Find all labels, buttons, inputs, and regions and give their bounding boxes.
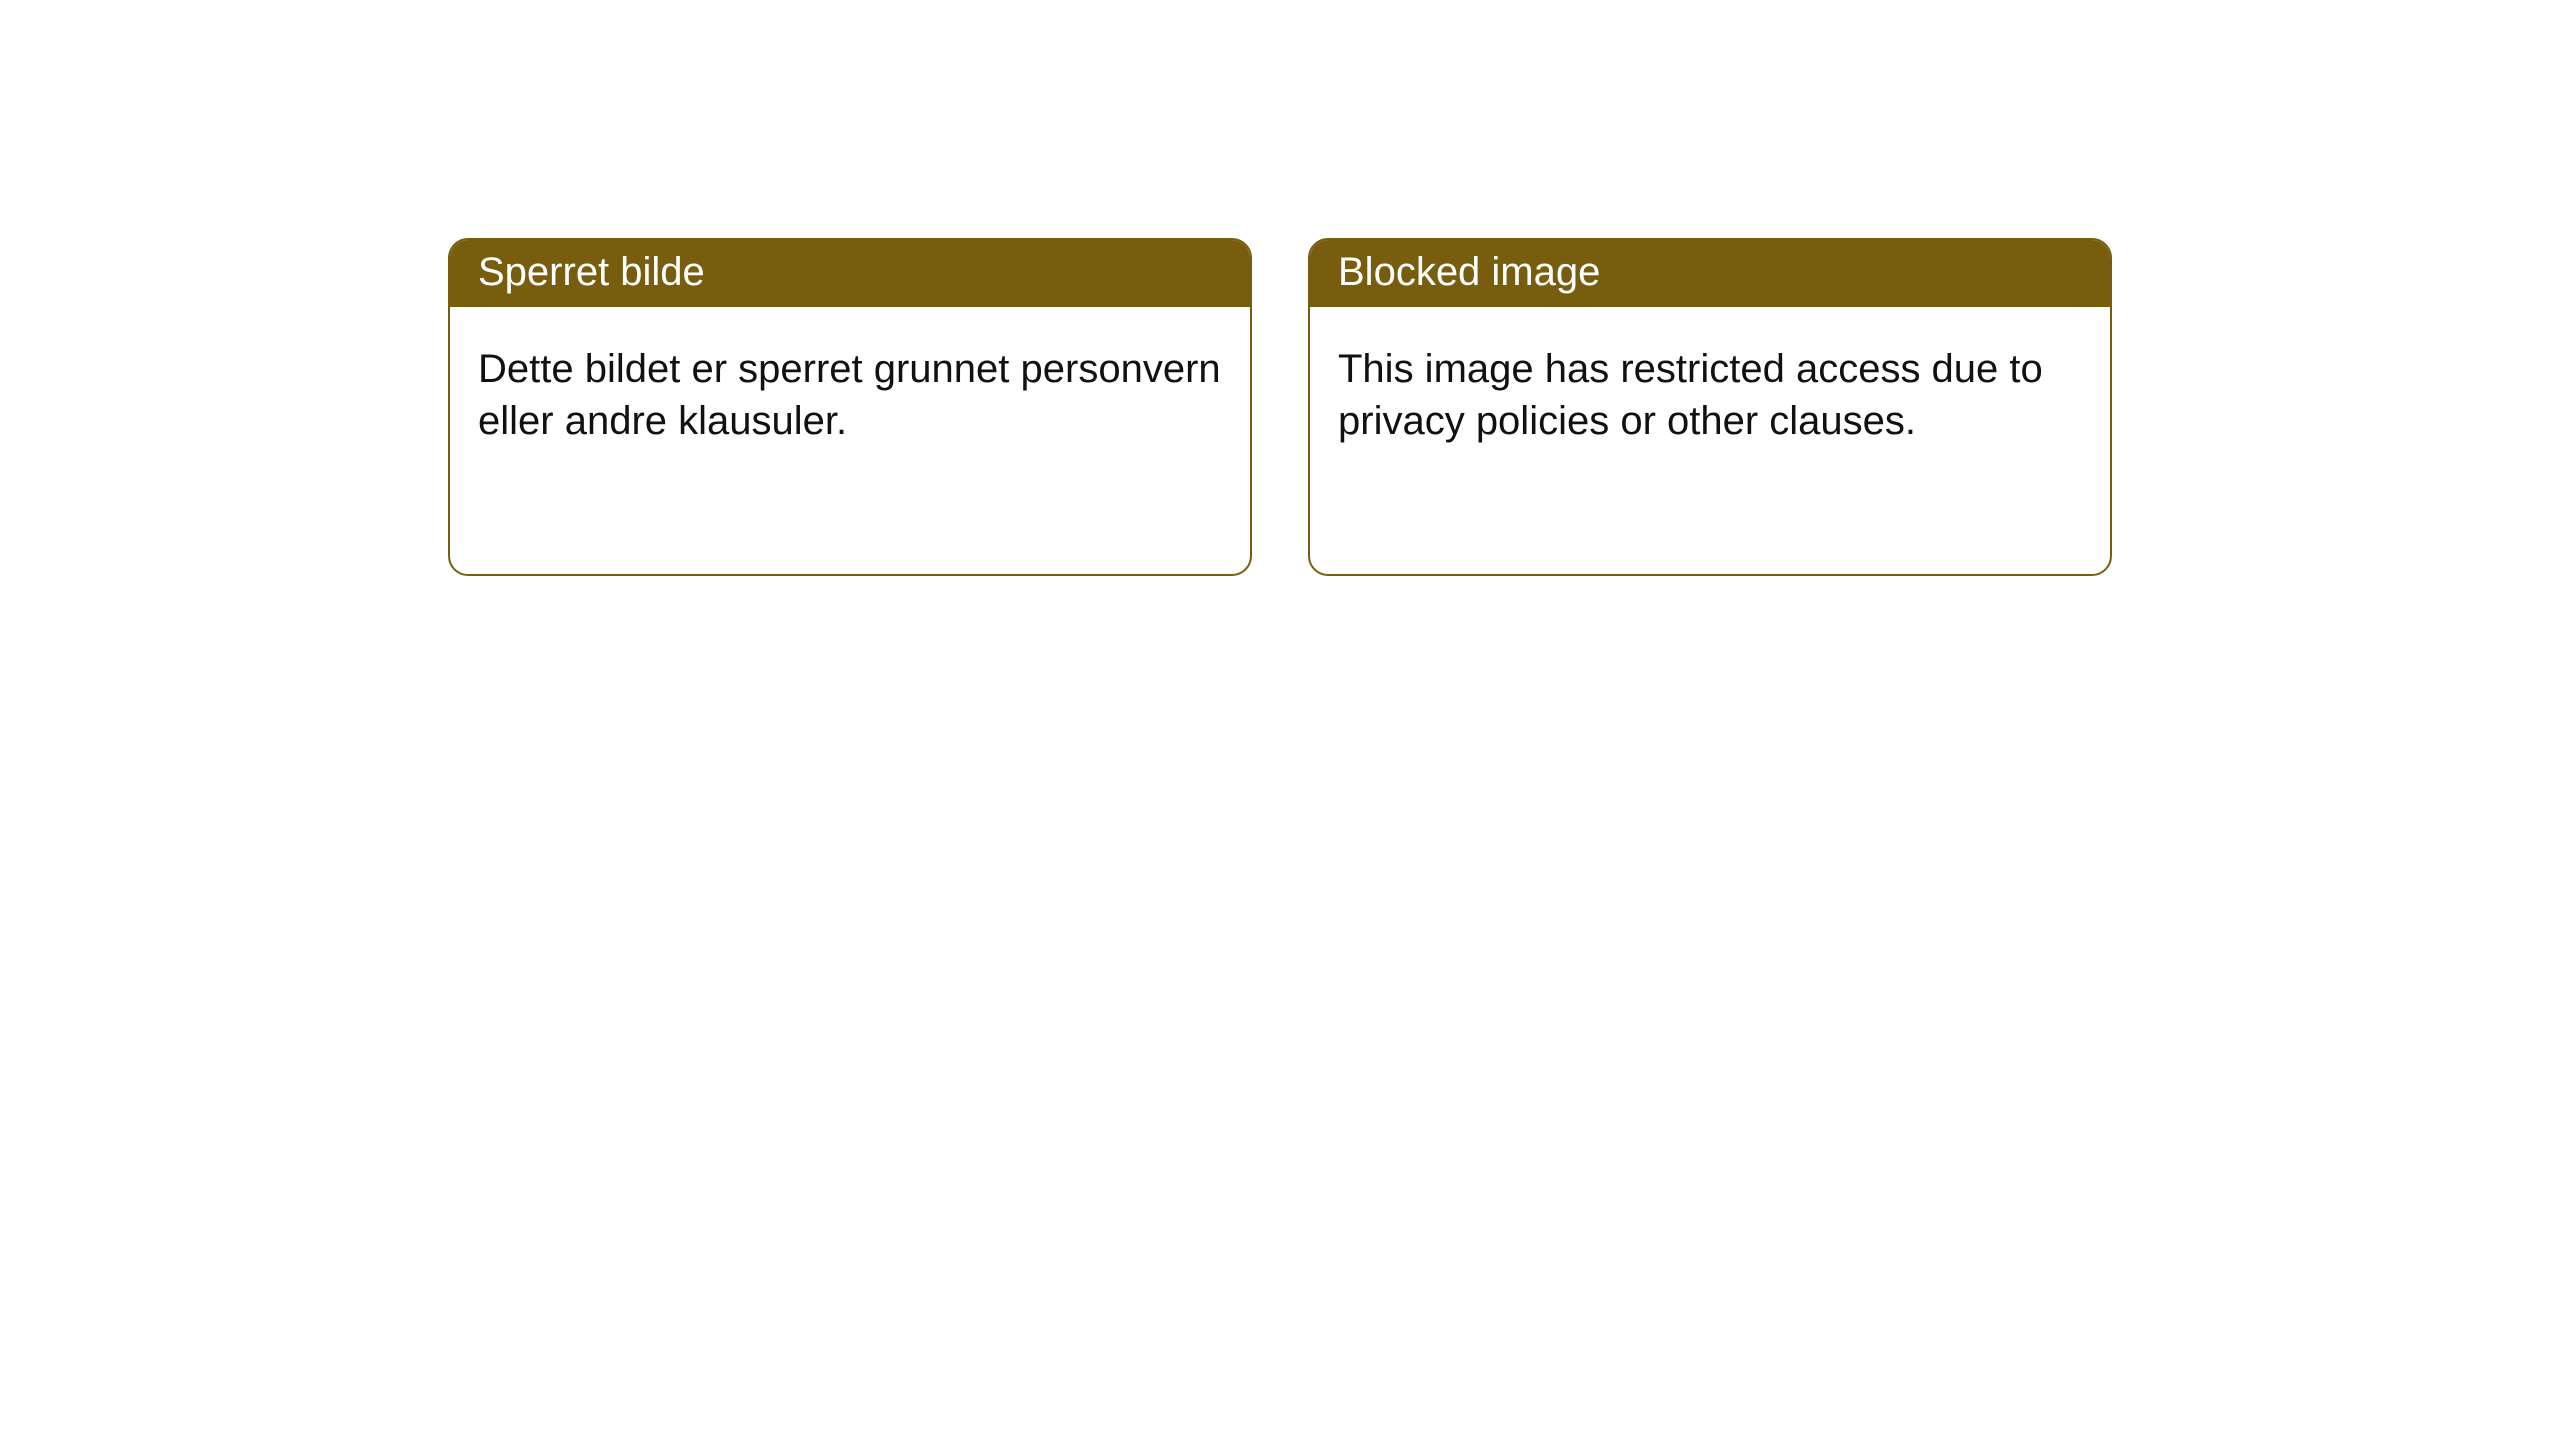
notice-container: Sperret bilde Dette bildet er sperret gr…	[0, 0, 2560, 576]
notice-card-no: Sperret bilde Dette bildet er sperret gr…	[448, 238, 1252, 576]
notice-body-no: Dette bildet er sperret grunnet personve…	[450, 307, 1250, 483]
notice-card-en: Blocked image This image has restricted …	[1308, 238, 2112, 576]
notice-title-no: Sperret bilde	[450, 240, 1250, 307]
notice-title-en: Blocked image	[1310, 240, 2110, 307]
notice-body-en: This image has restricted access due to …	[1310, 307, 2110, 483]
